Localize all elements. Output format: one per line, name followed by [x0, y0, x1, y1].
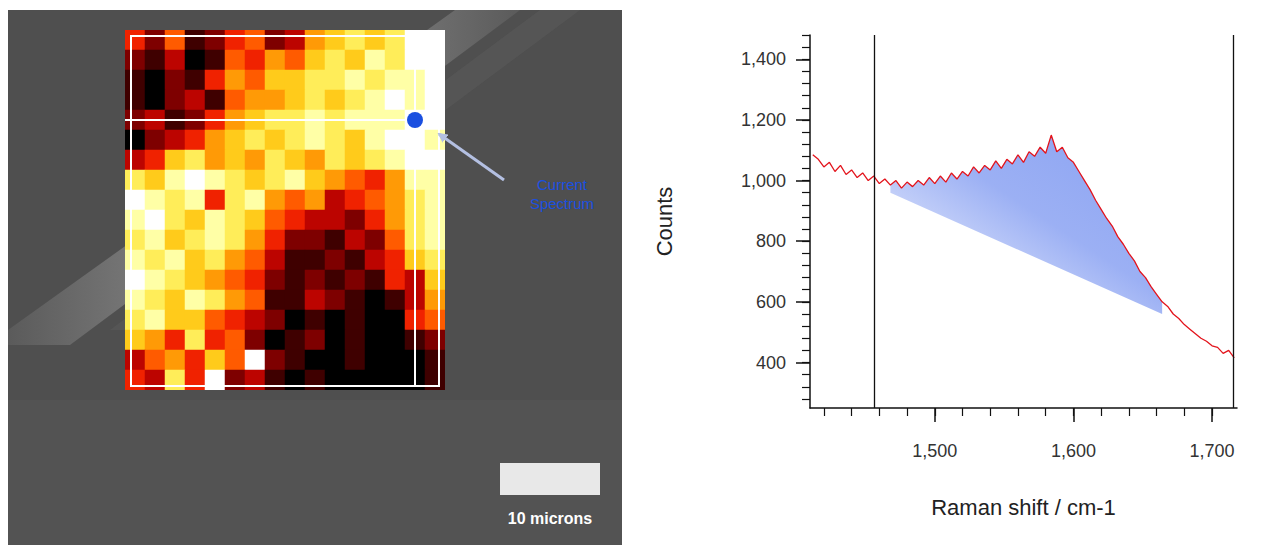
svg-text:400: 400 [756, 353, 786, 373]
svg-text:1,400: 1,400 [741, 49, 786, 69]
svg-text:600: 600 [756, 292, 786, 312]
svg-text:CurrentSpectrum: CurrentSpectrum [530, 176, 594, 212]
svg-text:10 microns: 10 microns [508, 510, 593, 527]
svg-text:800: 800 [756, 231, 786, 251]
svg-text:1,000: 1,000 [741, 171, 786, 191]
svg-text:1,500: 1,500 [912, 441, 957, 461]
svg-text:1,200: 1,200 [741, 110, 786, 130]
svg-text:Raman shift / cm-1: Raman shift / cm-1 [931, 495, 1116, 520]
svg-text:1,600: 1,600 [1051, 441, 1096, 461]
svg-text:Counts: Counts [652, 187, 677, 257]
svg-text:1,700: 1,700 [1190, 441, 1235, 461]
